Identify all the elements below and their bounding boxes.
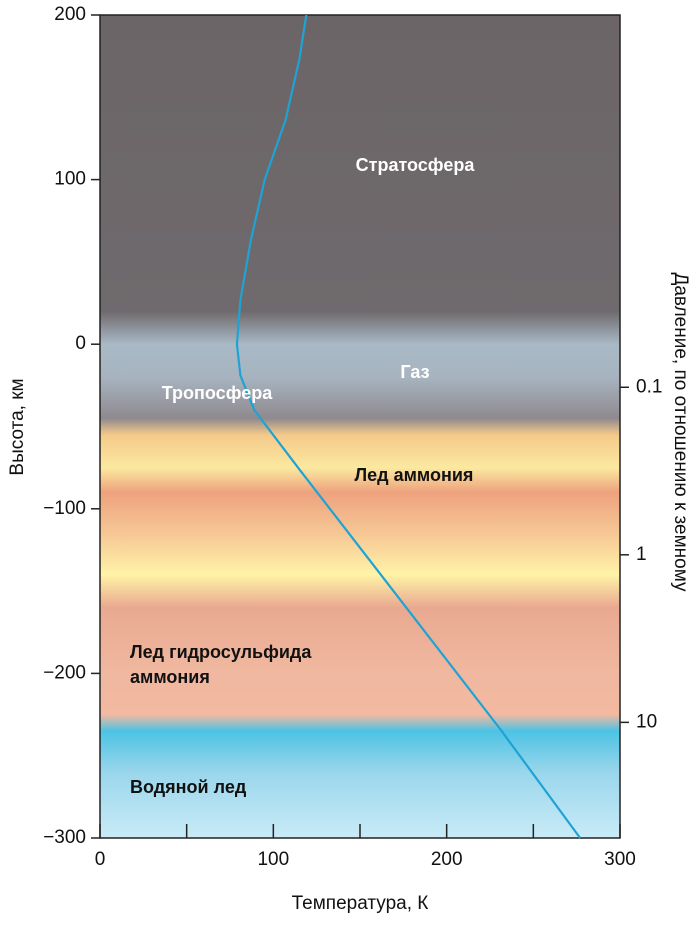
- y2-tick-label: 10: [636, 711, 657, 732]
- x-axis-label: Температура, К: [292, 893, 429, 914]
- y2-axis-label: Давление, по отношению к земному: [670, 272, 691, 592]
- y-tick-label: −200: [43, 662, 86, 683]
- annotation: Стратосфера: [356, 155, 476, 175]
- y2-tick-label: 0.1: [636, 376, 662, 397]
- x-tick-label: 100: [257, 849, 289, 870]
- plot-background: [100, 15, 620, 838]
- y-tick-label: 100: [54, 169, 86, 190]
- y-tick-label: 0: [75, 333, 86, 354]
- y-tick-label: 200: [54, 4, 86, 25]
- temperature-line: [235, 14, 582, 839]
- y-tick-label: −100: [43, 498, 86, 519]
- y-tick-label: −300: [43, 827, 86, 848]
- annotation: Тропосфера: [162, 383, 273, 403]
- annotation: аммония: [130, 667, 210, 687]
- x-tick-label: 0: [95, 849, 106, 870]
- annotation: Водяной лед: [130, 777, 247, 797]
- annotation: Лед гидросульфида: [130, 642, 312, 662]
- x-tick-label: 300: [604, 849, 636, 870]
- x-tick-label: 200: [431, 849, 463, 870]
- annotation: Газ: [400, 362, 429, 382]
- y2-tick-label: 1: [636, 544, 647, 565]
- annotation: Лед аммония: [355, 465, 474, 485]
- y-axis-label: Высота, км: [7, 378, 28, 475]
